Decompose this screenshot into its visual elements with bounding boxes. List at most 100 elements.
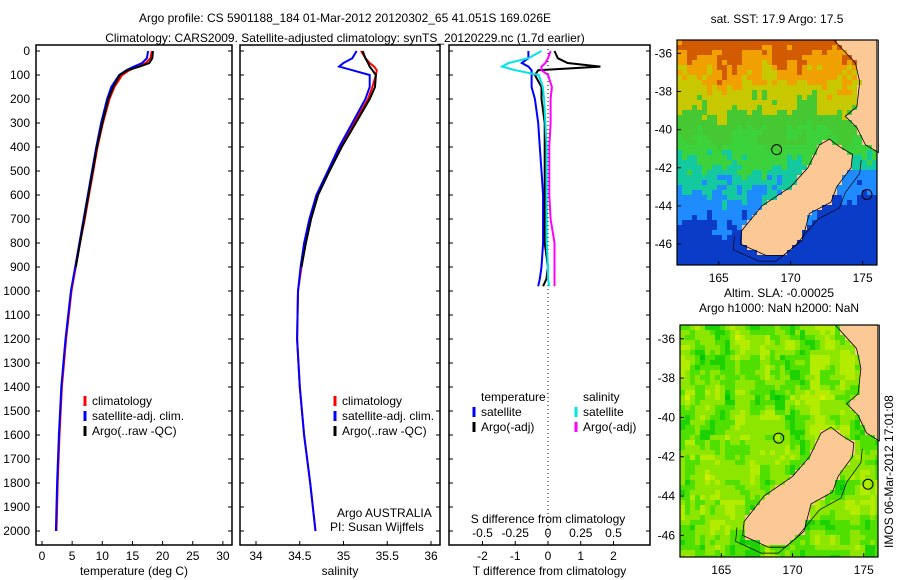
x-axis-label: temperature (deg C) [80, 564, 188, 578]
y-tick-label: 1400 [3, 380, 30, 394]
legend-label: climatology [92, 394, 152, 408]
legend-label: satellite-adj. clim. [92, 409, 184, 423]
y-tick-label: 200 [10, 92, 30, 106]
series-line-argo-raw-qc- [300, 50, 377, 268]
y-tick-label: 300 [10, 116, 30, 130]
x-tick-label: 34.5 [288, 549, 312, 563]
legend-label: Argo(-adj) [481, 420, 534, 434]
y-tick-label: -46 [658, 528, 676, 542]
y-tick-label: 800 [10, 236, 30, 250]
x-tick-label: 165 [709, 271, 729, 285]
map-title: Altim. SLA: -0.00025 [724, 286, 834, 300]
x2-tick-label: 0.5 [605, 526, 622, 540]
y-tick-label: 700 [10, 212, 30, 226]
x-tick-label: -1 [510, 549, 521, 563]
x2-tick-label: 0 [545, 526, 552, 540]
timestamp: IMOS 06-Mar-2012 17:01:08 [882, 395, 896, 548]
x2-axis-label: S difference from climatology [471, 512, 626, 526]
y-tick-label: 1800 [3, 476, 30, 490]
series-line-temperature-satellite [519, 51, 545, 287]
x-tick-label: 5 [69, 549, 76, 563]
argo-position-marker [861, 188, 873, 200]
x-tick-label: 15 [126, 549, 140, 563]
y-tick-label: 100 [10, 68, 30, 82]
x-tick-label: 30 [216, 549, 230, 563]
x2-tick-label: -0.25 [502, 526, 530, 540]
y-tick-label: -44 [658, 489, 676, 503]
y-tick-label: 1500 [3, 404, 30, 418]
x-axis-label: salinity [322, 564, 359, 578]
legend-label: Argo(..raw -QC) [92, 424, 177, 438]
x-axis-label: T difference from climatology [473, 564, 627, 578]
y-tick-label: 1600 [3, 428, 30, 442]
y-tick-label: -46 [655, 237, 673, 251]
argo-position-marker [862, 478, 874, 490]
salinity-panel: 34 34.5 35 35.5 36 salinity climatologysatelli… [239, 44, 441, 578]
y-tick-label: 1200 [3, 332, 30, 346]
y-tick-label: -42 [658, 450, 676, 464]
difference-panel: -2 -1 0 1 2T difference from climatology -0.5… [448, 44, 651, 578]
y-tick-label: -40 [655, 123, 673, 137]
plot-frame [239, 44, 441, 546]
sst-map-panel: 165 170 175 -36 -38 -40 -42 -44 -46 sat. SST: 17.… [655, 12, 879, 285]
plot-frame [448, 44, 651, 546]
y-tick-label: 1100 [4, 308, 30, 322]
legend-label: climatology [342, 394, 402, 408]
map-field [677, 40, 877, 265]
x-tick-label: 35 [337, 549, 351, 563]
legend-label: Argo(..raw -QC) [342, 424, 427, 438]
x-tick-label: 175 [854, 563, 874, 577]
y-tick-label: -38 [658, 371, 676, 385]
x2-tick-label: -0.5 [472, 526, 493, 540]
y-tick-label: -36 [658, 332, 676, 346]
y-tick-label: 400 [10, 140, 30, 154]
argo-position-marker [771, 144, 783, 156]
y-tick-label: 1900 [3, 500, 30, 514]
legend-title: temperature [481, 390, 546, 404]
x-tick-label: 36 [424, 549, 438, 563]
x-tick-label: 165 [711, 563, 731, 577]
x-tick-label: 2 [610, 549, 617, 563]
x-tick-label: 175 [853, 271, 873, 285]
title-line1: Argo profile: CS 5901188_184 01-Mar-2012… [139, 11, 551, 25]
series-line-climatology [296, 50, 378, 532]
title-line2: Climatology: CARS2009. Satellite-adjuste… [105, 31, 585, 45]
y-tick-label: -40 [658, 410, 676, 424]
x-tick-label: 1 [577, 549, 584, 563]
plot-frame [35, 44, 233, 546]
y-tick-label: 1700 [3, 452, 30, 466]
bathymetry-contour [732, 160, 862, 262]
map-title: sat. SST: 17.9 Argo: 17.5 [711, 12, 844, 26]
series-line-salinity-argo-adj- [540, 50, 556, 287]
y-tick-label: -36 [655, 46, 673, 60]
argo-position-marker [773, 432, 785, 444]
bathymetry-contour [735, 448, 863, 554]
y-tick-label: 1300 [3, 356, 30, 370]
credit-line2: PI: Susan Wijffels [330, 520, 424, 534]
map-frame [676, 39, 878, 266]
x-tick-label: 20 [156, 549, 170, 563]
series-line-argo-raw-qc- [74, 50, 154, 268]
x-tick-label: 0 [545, 549, 552, 563]
legend-label: satellite-adj. clim. [342, 409, 434, 423]
north-island-coastline [832, 39, 879, 154]
y-tick-label: 1000 [3, 284, 30, 298]
temperature-panel: 0100200300400500600700800900100011001200… [3, 44, 233, 578]
y-tick-label: 2000 [3, 524, 30, 538]
y-tick-label: -38 [655, 84, 673, 98]
map-frame [679, 324, 879, 558]
x-tick-label: 170 [781, 271, 801, 285]
legend-title: salinity [583, 390, 620, 404]
series-line-satellite-adj-clim- [296, 50, 371, 532]
y-tick-label: 900 [10, 260, 30, 274]
y-tick-label: 0 [23, 44, 30, 58]
series-line-salinity-satellite [499, 50, 551, 287]
legend-label: Argo(-adj) [583, 420, 636, 434]
x-tick-label: -2 [477, 549, 488, 563]
map-subtitle: Argo h1000: NaN h2000: NaN [699, 301, 859, 315]
x-tick-label: 35.5 [376, 549, 400, 563]
x2-tick-label: 0.25 [569, 526, 593, 540]
y-tick-label: -42 [655, 161, 673, 175]
